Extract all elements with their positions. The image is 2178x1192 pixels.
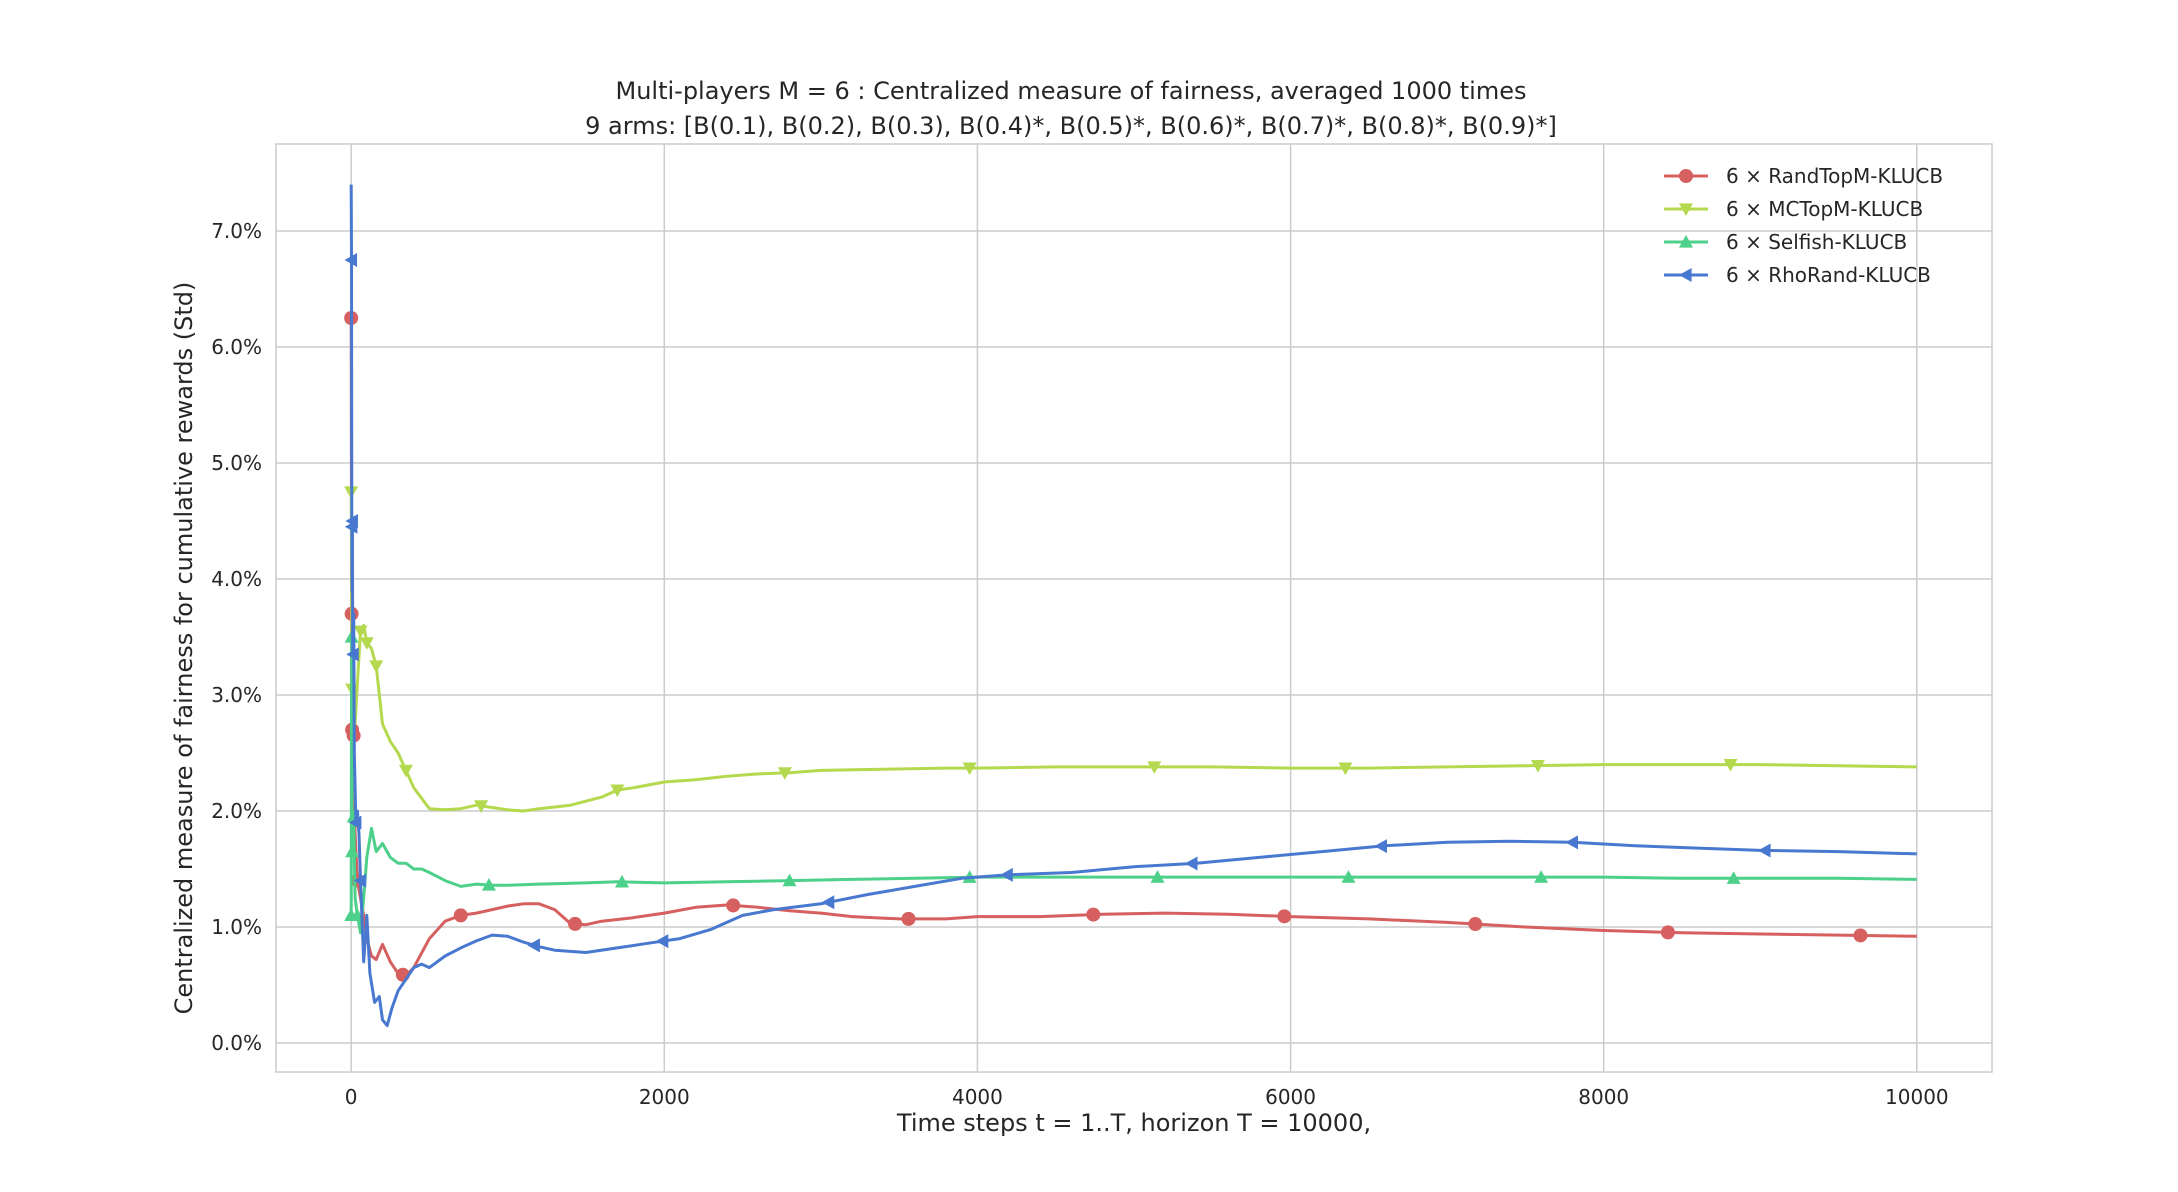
y-tick-label: 4.0% [211,567,262,591]
data-point-marker [1000,867,1013,882]
series-layer [344,184,1917,1028]
legend-entry: 6 × RhoRand-KLUCB [1664,263,1931,287]
data-point-marker [353,873,367,888]
data-point-marker [610,784,625,798]
y-tick-label: 2.0% [211,799,262,823]
data-point-marker [615,874,630,888]
x-tick-label: 6000 [1265,1085,1316,1109]
x-tick-label: 2000 [639,1085,690,1109]
y-axis-label: Centralized measure of fairness for cumu… [170,282,198,1015]
data-point-marker [527,938,540,953]
data-point-marker [474,800,489,813]
data-point-marker [782,873,797,887]
data-point-marker [348,815,362,830]
data-point-marker [655,934,669,949]
data-point-marker [1147,761,1162,774]
data-point-marker [1723,759,1738,772]
y-tick-label: 0.0% [211,1031,262,1055]
x-axis-label: Time steps t = 1..T, horizon T = 10000, [896,1109,1371,1137]
data-point-marker [1534,870,1549,883]
data-point-marker [726,898,741,913]
y-tick-label: 3.0% [211,683,262,707]
legend-marker [1679,235,1693,248]
data-point-marker [359,637,374,650]
data-point-marker [1565,835,1578,850]
legend-label: 6 × RhoRand-KLUCB [1726,263,1931,287]
y-tick-label: 5.0% [211,451,262,475]
data-point-marker [1374,839,1387,854]
data-point-marker [344,253,358,267]
data-point-marker [901,911,916,926]
data-point-marker [1757,843,1771,858]
x-tick-label: 10000 [1885,1085,1949,1109]
y-tick-label: 1.0% [211,915,262,939]
data-point-marker [821,895,835,910]
data-point-marker [353,625,368,639]
chart-title: Multi-players M = 6 : Centralized measur… [616,77,1527,105]
y-tick-label: 7.0% [211,219,262,243]
legend-entry: 6 × MCTopM-KLUCB [1664,197,1923,221]
data-point-marker [1341,870,1356,883]
legend-entry: 6 × RandTopM-KLUCB [1664,164,1943,188]
plot-frame [275,143,1993,1073]
data-point-marker [1853,928,1868,943]
data-point-marker [369,660,384,673]
data-point-marker [1338,762,1353,776]
data-point-marker [345,514,359,528]
data-point-marker [1086,907,1101,922]
legend-marker [1679,203,1693,216]
legend-label: 6 × Selfish-KLUCB [1726,230,1907,254]
tick-labels: 0 2000 4000 6000 8000 10000 0.0% 1.0% 2.0% 3.0% 4.… [211,219,1948,1109]
data-point-marker [1468,917,1483,932]
chart-subtitle: 9 arms: [B(0.1), B(0.2), B(0.3), B(0.4)*… [585,112,1557,140]
y-tick-label: 6.0% [211,335,262,359]
data-point-marker [1150,870,1165,883]
legend-entry: 6 × Selfish-KLUCB [1664,230,1907,254]
data-point-marker [481,878,496,891]
legend-marker [1679,268,1692,282]
x-tick-label: 8000 [1578,1085,1629,1109]
legend-label: 6 × RandTopM-KLUCB [1726,164,1943,188]
data-point-marker [777,767,792,780]
data-point-marker [1530,759,1545,773]
x-tick-label: 4000 [952,1085,1003,1109]
data-point-marker [1660,925,1675,940]
data-point-marker [346,647,359,662]
data-point-marker [345,844,360,858]
data-point-marker [453,908,468,923]
data-point-marker [398,764,413,778]
grid [276,144,1992,1072]
data-point-marker [568,916,583,931]
data-point-marker [962,762,977,776]
legend: 6 × RandTopM-KLUCB 6 × MCTopM-KLUCB 6 × Se… [1664,164,1943,287]
legend-label: 6 × MCTopM-KLUCB [1726,197,1923,221]
series-3 [344,184,1917,1028]
legend-marker [1679,169,1693,183]
data-point-marker [1277,909,1292,924]
data-point-marker [1726,871,1741,884]
x-tick-label: 0 [345,1085,358,1109]
data-point-marker [1184,856,1198,871]
